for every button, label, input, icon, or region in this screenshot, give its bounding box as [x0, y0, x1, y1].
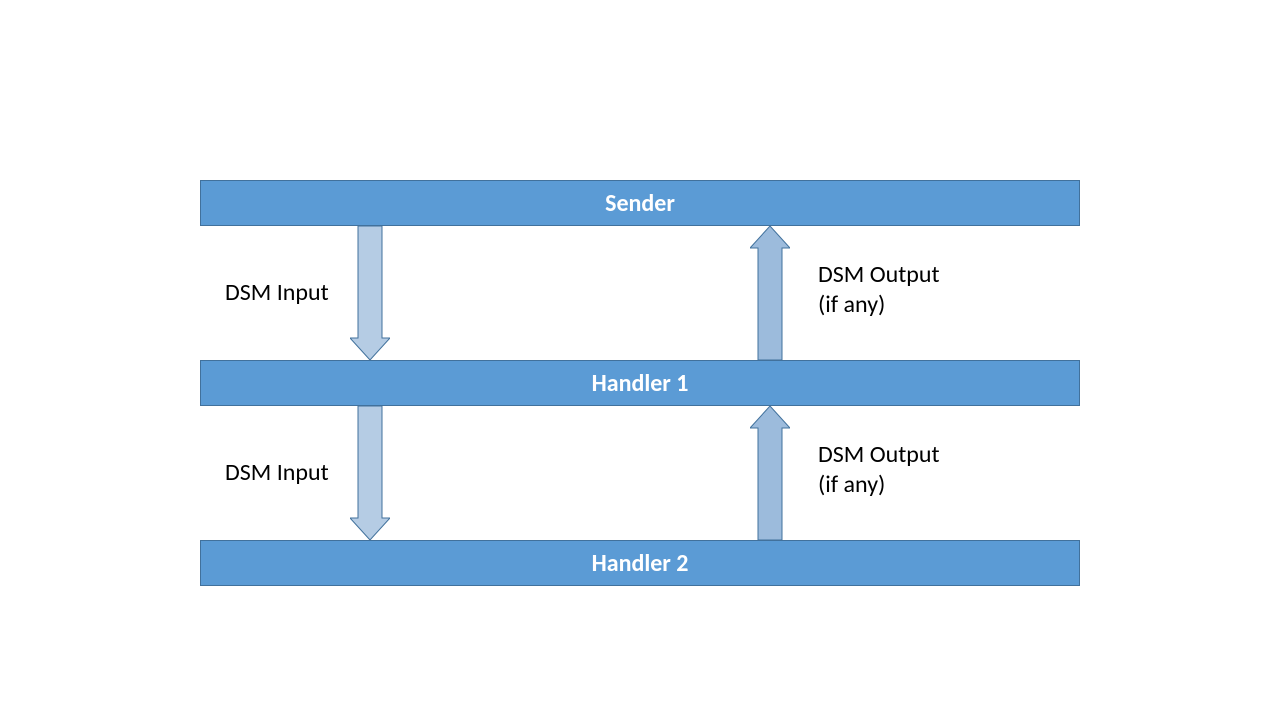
- dsm-input-arrow-2: [350, 406, 390, 540]
- handler1-box: Handler 1: [200, 360, 1080, 406]
- sender-box: Sender: [200, 180, 1080, 226]
- dsm-output-label-2: DSM Output (if any): [818, 440, 940, 500]
- sender-label: Sender: [605, 189, 675, 218]
- dsm-output-arrow-2: [750, 406, 790, 540]
- dsm-input-label-2: DSM Input: [225, 458, 329, 488]
- diagram-canvas: Sender Handler 1 Handler 2 DSM Input DSM…: [0, 0, 1280, 720]
- handler2-box: Handler 2: [200, 540, 1080, 586]
- handler1-label: Handler 1: [592, 369, 689, 398]
- dsm-input-arrow-1: [350, 226, 390, 360]
- dsm-output-label-1: DSM Output (if any): [818, 260, 940, 320]
- handler2-label: Handler 2: [592, 549, 689, 578]
- dsm-input-label-1: DSM Input: [225, 278, 329, 308]
- dsm-output-arrow-1: [750, 226, 790, 360]
